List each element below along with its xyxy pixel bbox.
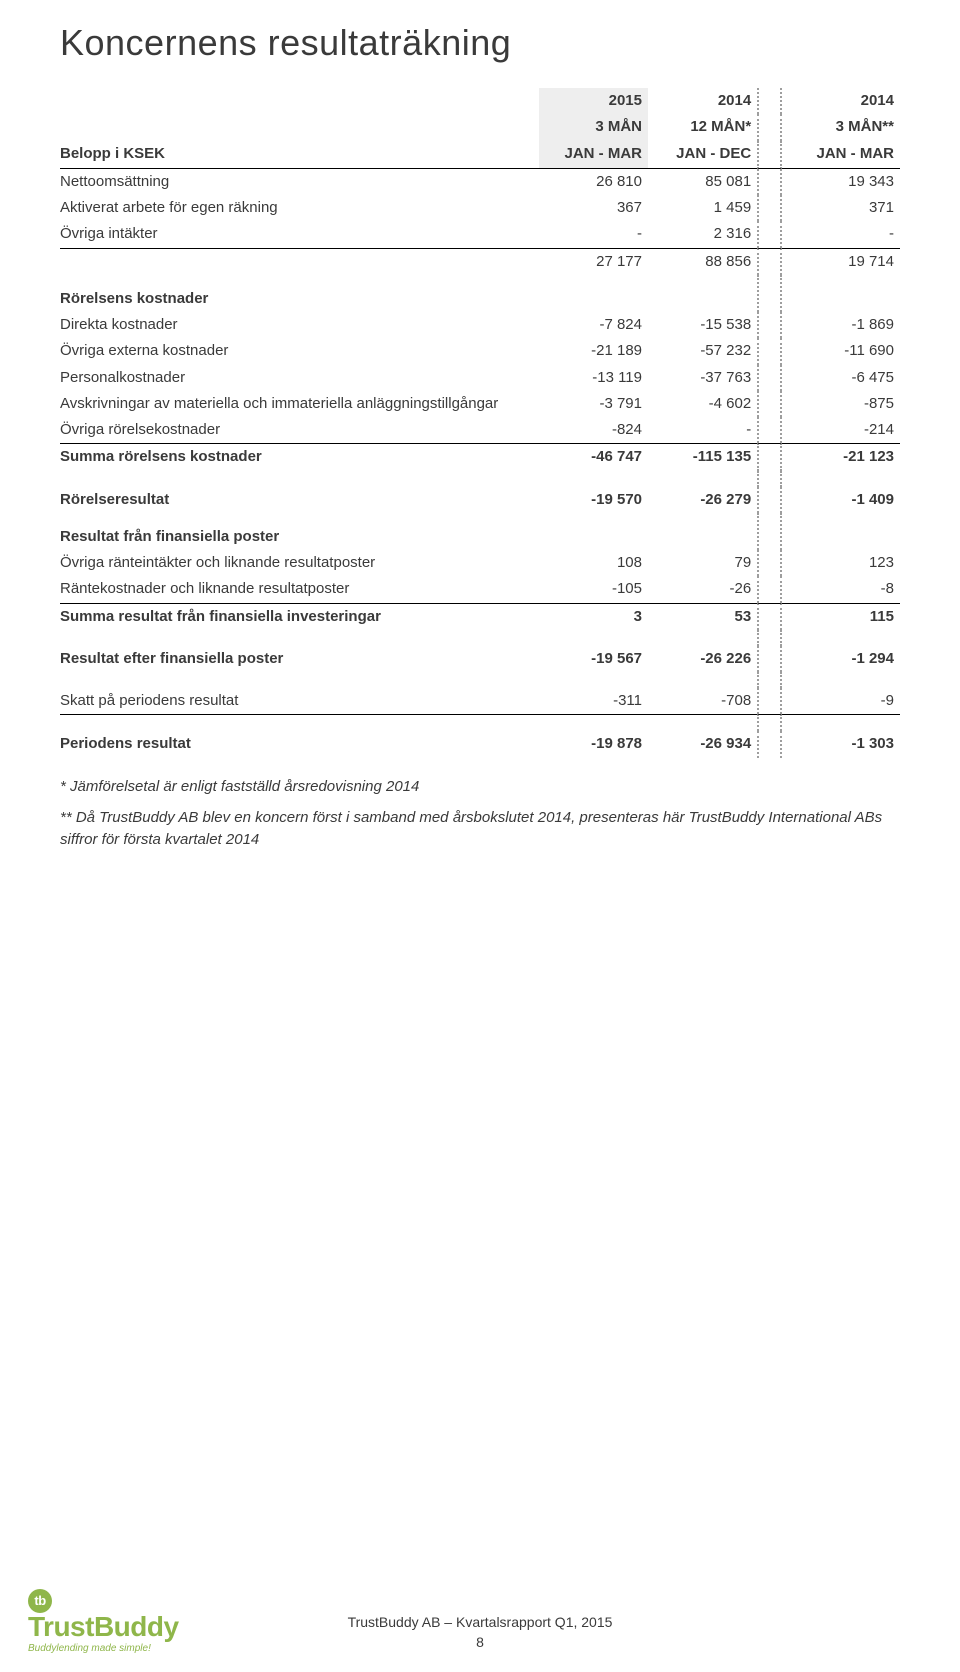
hdr-belopp: Belopp i KSEK bbox=[60, 141, 539, 169]
table-header-row: 3 MÅN 12 MÅN* 3 MÅN** bbox=[60, 114, 900, 140]
table-row: Aktiverat arbete för egen räkning 367 1 … bbox=[60, 195, 900, 221]
table-row: Resultat efter finansiella poster -19 56… bbox=[60, 646, 900, 672]
logo: tbTrustBuddy Buddylending made simple! bbox=[28, 1584, 178, 1654]
table-row: Periodens resultat -19 878 -26 934 -1 30… bbox=[60, 731, 900, 757]
table-header-row: 2015 2014 2014 bbox=[60, 88, 900, 114]
page-title: Koncernens resultaträkning bbox=[60, 22, 900, 64]
table-row: Övriga externa kostnader -21 189 -57 232… bbox=[60, 338, 900, 364]
table-row: Avskrivningar av materiella och immateri… bbox=[60, 391, 900, 417]
table-row: Rörelsens kostnader bbox=[60, 275, 900, 312]
table-row: 27 177 88 856 19 714 bbox=[60, 248, 900, 275]
logo-icon: tb bbox=[28, 1589, 52, 1613]
table-row: Övriga rörelsekostnader -824 - -214 bbox=[60, 417, 900, 443]
logo-brand-text: TrustBuddy bbox=[28, 1611, 179, 1642]
hdr-year-3: 2014 bbox=[782, 88, 900, 114]
hdr-year-1: 2015 bbox=[539, 88, 648, 114]
table-row: Skatt på periodens resultat -311 -708 -9 bbox=[60, 688, 900, 714]
table-row: Rörelseresultat -19 570 -26 279 -1 409 bbox=[60, 487, 900, 513]
table-row: Summa resultat från finansiella invester… bbox=[60, 603, 900, 630]
table-row: Resultat från finansiella poster bbox=[60, 513, 900, 550]
hdr-range-3: JAN - MAR bbox=[782, 141, 900, 169]
footnote-2: ** Då TrustBuddy AB blev en koncern förs… bbox=[60, 807, 900, 851]
footnote-1: * Jämförelsetal är enligt fastställd års… bbox=[60, 776, 900, 798]
logo-tagline: Buddylending made simple! bbox=[28, 1643, 178, 1654]
table-row: Summa rörelsens kostnader -46 747 -115 1… bbox=[60, 443, 900, 470]
table-row: Övriga ränteintäkter och liknande result… bbox=[60, 550, 900, 576]
footnotes: * Jämförelsetal är enligt fastställd års… bbox=[60, 776, 900, 851]
table-row: Övriga intäkter - 2 316 - bbox=[60, 221, 900, 247]
hdr-range-2: JAN - DEC bbox=[648, 141, 757, 169]
table-row: Direkta kostnader -7 824 -15 538 -1 869 bbox=[60, 312, 900, 338]
income-statement-table: 2015 2014 2014 3 MÅN 12 MÅN* 3 MÅN** Bel… bbox=[60, 88, 900, 758]
hdr-period-3: 3 MÅN** bbox=[782, 114, 900, 140]
hdr-year-2: 2014 bbox=[648, 88, 757, 114]
hdr-period-2: 12 MÅN* bbox=[648, 114, 757, 140]
table-row: Nettoomsättning 26 810 85 081 19 343 bbox=[60, 169, 900, 195]
table-row: Personalkostnader -13 119 -37 763 -6 475 bbox=[60, 365, 900, 391]
table-header-row: Belopp i KSEK JAN - MAR JAN - DEC JAN - … bbox=[60, 141, 900, 169]
table-row: Räntekostnader och liknande resultatpost… bbox=[60, 576, 900, 602]
hdr-period-1: 3 MÅN bbox=[539, 114, 648, 140]
hdr-range-1: JAN - MAR bbox=[539, 141, 648, 169]
